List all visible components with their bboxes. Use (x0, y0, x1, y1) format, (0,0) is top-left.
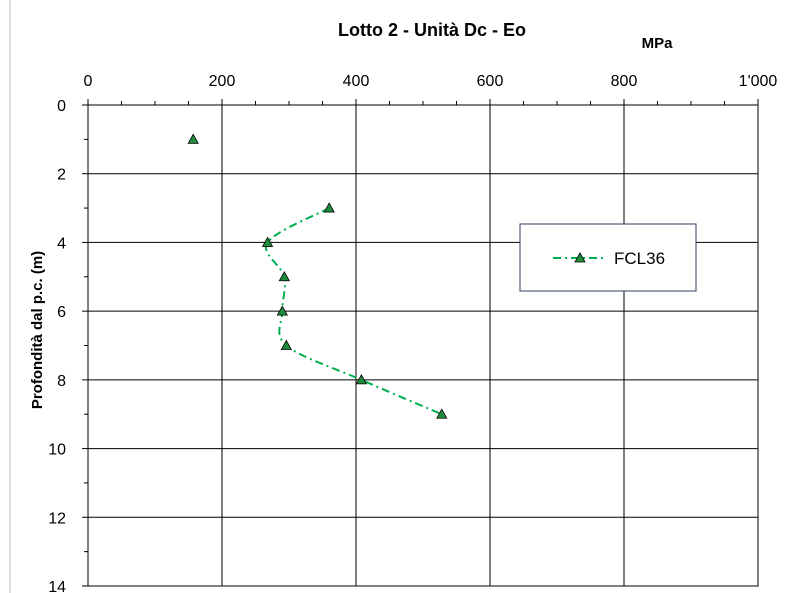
y-tick-label: 14 (48, 579, 66, 593)
y-axis-label: Profondità dal p.c. (m) (29, 251, 46, 409)
x-unit-label: MPa (642, 35, 674, 52)
y-tick-labels: 0 2 4 6 8 10 12 14 (48, 98, 66, 593)
x-tick-label: 0 (84, 73, 93, 90)
y-tick-label: 12 (48, 510, 66, 527)
x-tick-label: 800 (611, 73, 638, 90)
legend-entry-label: FCL36 (614, 249, 665, 268)
x-tick-label: 200 (209, 73, 236, 90)
y-tick-label: 8 (57, 373, 66, 390)
y-tick-label: 0 (57, 98, 66, 115)
x-tick-label: 1'000 (739, 73, 778, 90)
gridlines (88, 105, 758, 586)
data-point-marker (278, 270, 290, 282)
x-tick-label: 400 (343, 73, 370, 90)
y-tick-label: 2 (57, 167, 66, 184)
data-point-marker (276, 305, 288, 316)
axis-ticks (82, 99, 759, 587)
data-point-marker (280, 339, 292, 350)
data-point-marker (323, 202, 335, 213)
legend: FCL36 (519, 223, 697, 292)
y-tick-label: 6 (57, 304, 66, 321)
x-tick-label: 600 (477, 73, 504, 90)
data-point-marker (355, 374, 368, 385)
data-point-marker (261, 236, 274, 247)
plot-area (87, 104, 759, 587)
legend-box (519, 223, 697, 292)
data-point-marker (436, 408, 448, 419)
y-tick-label: 10 (48, 442, 66, 459)
x-tick-labels: 0 200 400 600 800 1'000 (84, 73, 778, 90)
series-layer (187, 133, 448, 419)
y-tick-label: 4 (57, 235, 66, 252)
data-point-marker (187, 133, 199, 144)
legend-marker-triangle (574, 252, 586, 263)
chart-title: Lotto 2 - Unità Dc - Eo (338, 20, 526, 40)
